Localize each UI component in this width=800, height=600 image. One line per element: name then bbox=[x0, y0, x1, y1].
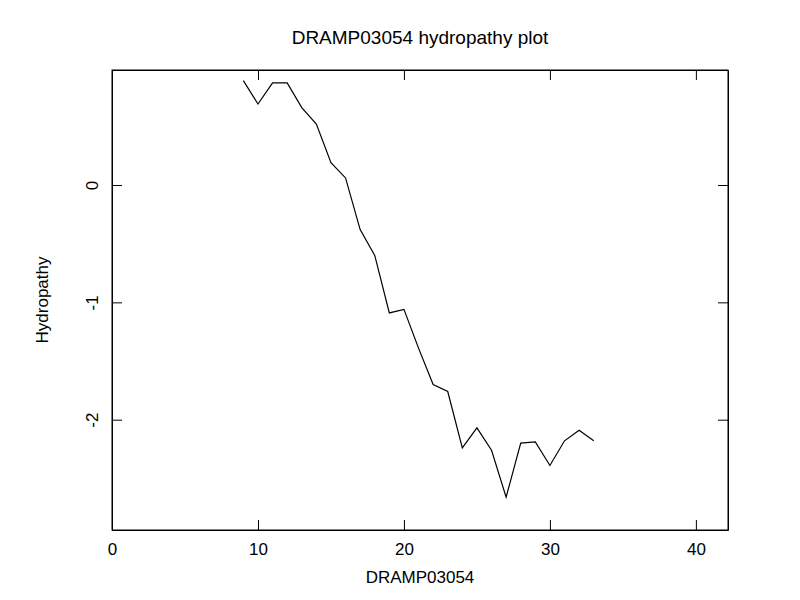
axis-line bbox=[112, 71, 113, 531]
tick-mark bbox=[258, 70, 259, 80]
tick-mark bbox=[112, 185, 122, 186]
tick-mark bbox=[718, 302, 728, 303]
axis-line bbox=[728, 71, 729, 531]
axis: -2 -1 0 bbox=[83, 71, 122, 531]
tick-mark bbox=[696, 520, 697, 530]
tick bbox=[404, 70, 405, 80]
tick-mark bbox=[404, 520, 405, 530]
tick-mark bbox=[404, 70, 405, 80]
tick-mark bbox=[718, 420, 728, 421]
tick-label: 10 bbox=[249, 540, 268, 559]
tick: 10 bbox=[249, 520, 268, 559]
data-line bbox=[243, 81, 593, 498]
tick-mark bbox=[112, 420, 122, 421]
tick: 20 bbox=[395, 520, 414, 559]
tick bbox=[550, 70, 551, 80]
chart-title: DRAMP03054 hydropathy plot bbox=[292, 27, 549, 48]
tick: 0 bbox=[83, 181, 122, 190]
tick-mark bbox=[696, 70, 697, 80]
tick bbox=[718, 302, 728, 303]
tick-label: 30 bbox=[541, 540, 560, 559]
tick-label: -2 bbox=[83, 413, 102, 428]
chart: 0 10 20 30 40 -2 -1 0 DRAMP03054 hydropathy plot… bbox=[0, 0, 800, 600]
tick: 30 bbox=[541, 520, 560, 559]
axis bbox=[113, 70, 729, 80]
tick bbox=[718, 185, 728, 186]
plot-area: 0 10 20 30 40 -2 -1 0 bbox=[83, 70, 729, 559]
plot-frame bbox=[112, 70, 728, 530]
tick-mark bbox=[718, 185, 728, 186]
axis-line bbox=[113, 70, 729, 71]
tick-mark bbox=[112, 302, 122, 303]
tick-label: 0 bbox=[83, 181, 102, 190]
tick-label: 40 bbox=[687, 540, 706, 559]
tick-mark bbox=[258, 520, 259, 530]
tick: -1 bbox=[83, 295, 122, 310]
series bbox=[243, 81, 593, 498]
tick-mark bbox=[550, 70, 551, 80]
tick-label: 20 bbox=[395, 540, 414, 559]
tick bbox=[718, 420, 728, 421]
tick bbox=[696, 70, 697, 80]
x-axis-title: DRAMP03054 bbox=[366, 568, 475, 587]
tick-label: 0 bbox=[108, 540, 117, 559]
tick-label: -1 bbox=[83, 295, 102, 310]
tick-mark bbox=[550, 520, 551, 530]
axis bbox=[718, 71, 729, 531]
tick: -2 bbox=[83, 413, 122, 428]
tick: 40 bbox=[687, 520, 706, 559]
axis: 0 10 20 30 40 bbox=[108, 520, 729, 559]
axis-line bbox=[113, 530, 729, 531]
y-axis-title: Hydropathy bbox=[33, 256, 52, 343]
tick bbox=[258, 70, 259, 80]
